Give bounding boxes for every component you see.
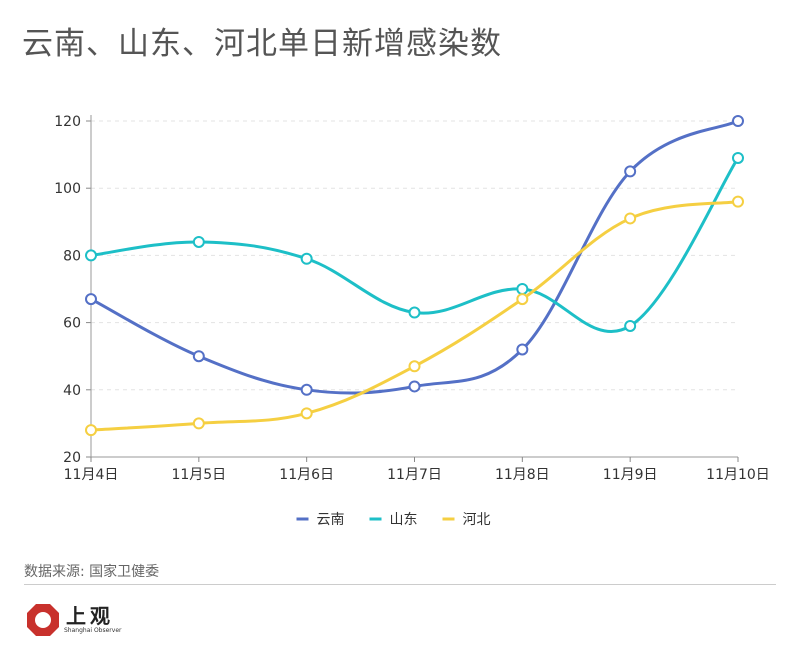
series-line-山东 [90,157,740,334]
x-tick-label: 11月6日 [279,467,334,483]
x-tick-label: 11月4日 [64,467,119,483]
data-point-云南 [516,343,529,356]
legend-label: 山东 [390,512,418,528]
data-point-山东 [408,306,421,319]
data-point-山东 [85,249,97,262]
y-tick-label: 60 [63,316,81,332]
legend-label: 云南 [317,512,345,528]
brand-emblem-icon [27,604,59,636]
data-point-云南 [408,380,421,393]
y-tick-label: 80 [63,248,81,264]
line-chart: 20 40 60 80 100 120 11月4日 11月5日 11月6日 11月7日 11月8日 1… [54,114,770,528]
data-point-河北 [732,195,744,208]
data-point-山东 [300,252,313,265]
x-tick-label: 11月7日 [387,467,442,483]
data-point-河北 [300,407,313,420]
data-point-河北 [624,212,637,225]
x-tick-label: 11月10日 [706,467,770,483]
series-line-云南 [90,119,739,395]
data-point-云南 [192,350,205,363]
data-point-山东 [624,319,637,332]
data-point-山东 [516,283,529,295]
y-tick-label: 100 [54,181,81,197]
data-point-河北 [85,424,97,437]
data-point-云南 [300,383,313,396]
data-point-河北 [516,293,529,306]
data-point-云南 [624,165,637,178]
chart-title: 云南、山东、河北单日新增感染数 [22,26,502,62]
data-point-河北 [192,417,205,430]
y-tick-label: 20 [63,450,81,466]
brand-logo: 上观 Shanghai Observer [26,600,146,640]
brand-name-en: Shanghai Observer [64,627,122,634]
footer-divider [24,584,776,585]
data-point-云南 [85,293,97,306]
x-tick-label: 11月8日 [495,467,550,483]
data-point-山东 [192,235,205,248]
data-point-河北 [408,360,421,373]
data-point-山东 [732,151,744,164]
y-tick-label: 40 [63,383,81,399]
source-note: 数据来源: 国家卫健委 [24,564,160,580]
x-tick-label: 11月5日 [171,467,226,483]
legend-label: 河北 [463,512,491,528]
x-tick-label: 11月9日 [603,467,658,483]
data-point-云南 [732,115,744,127]
brand-name: 上观 [66,604,114,628]
y-tick-label: 120 [54,114,81,130]
